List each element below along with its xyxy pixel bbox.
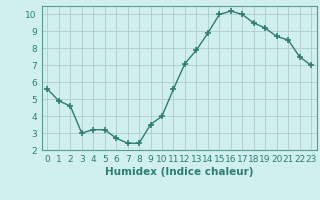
X-axis label: Humidex (Indice chaleur): Humidex (Indice chaleur) (105, 167, 253, 177)
